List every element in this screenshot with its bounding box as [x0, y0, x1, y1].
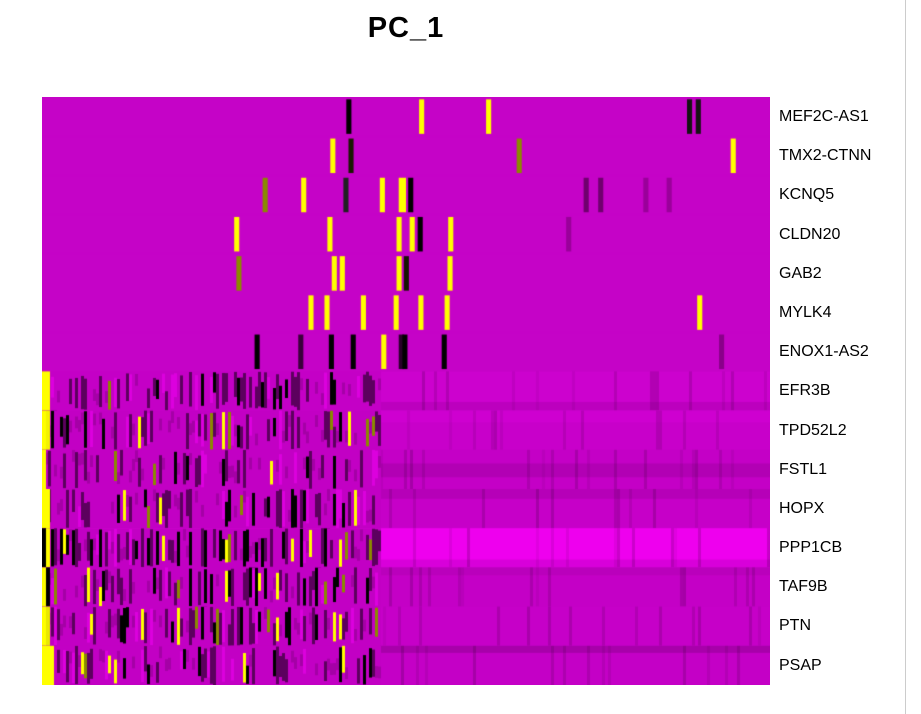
gene-label: MEF2C-AS1	[779, 108, 869, 125]
gene-label: PPP1CB	[779, 539, 843, 557]
gene-label: TMX2-CTNN	[779, 147, 872, 165]
gene-label: MYLK4	[779, 303, 832, 321]
gene-label: FSTL1	[779, 460, 828, 478]
heatmap-canvas	[42, 97, 770, 685]
gene-label: CLDN20	[779, 225, 841, 243]
gene-label: TPD52L2	[779, 421, 847, 439]
gene-labels: MEF2C-AS1 TMX2-CTNN KCNQ5 CLDN20 GAB2 MYLK4 EN…	[779, 97, 906, 685]
gene-label: ENOX1-AS2	[779, 343, 869, 361]
gene-label: HOPX	[779, 499, 825, 517]
gene-label: GAB2	[779, 264, 822, 282]
gene-label: PTN	[779, 617, 811, 635]
window-border	[905, 0, 906, 714]
gene-label: KCNQ5	[779, 186, 835, 204]
gene-label: EFR3B	[779, 382, 831, 400]
gene-label: TAF9B	[779, 578, 828, 596]
gene-label: PSAP	[779, 656, 822, 674]
chart-title: PC_1	[367, 12, 445, 44]
